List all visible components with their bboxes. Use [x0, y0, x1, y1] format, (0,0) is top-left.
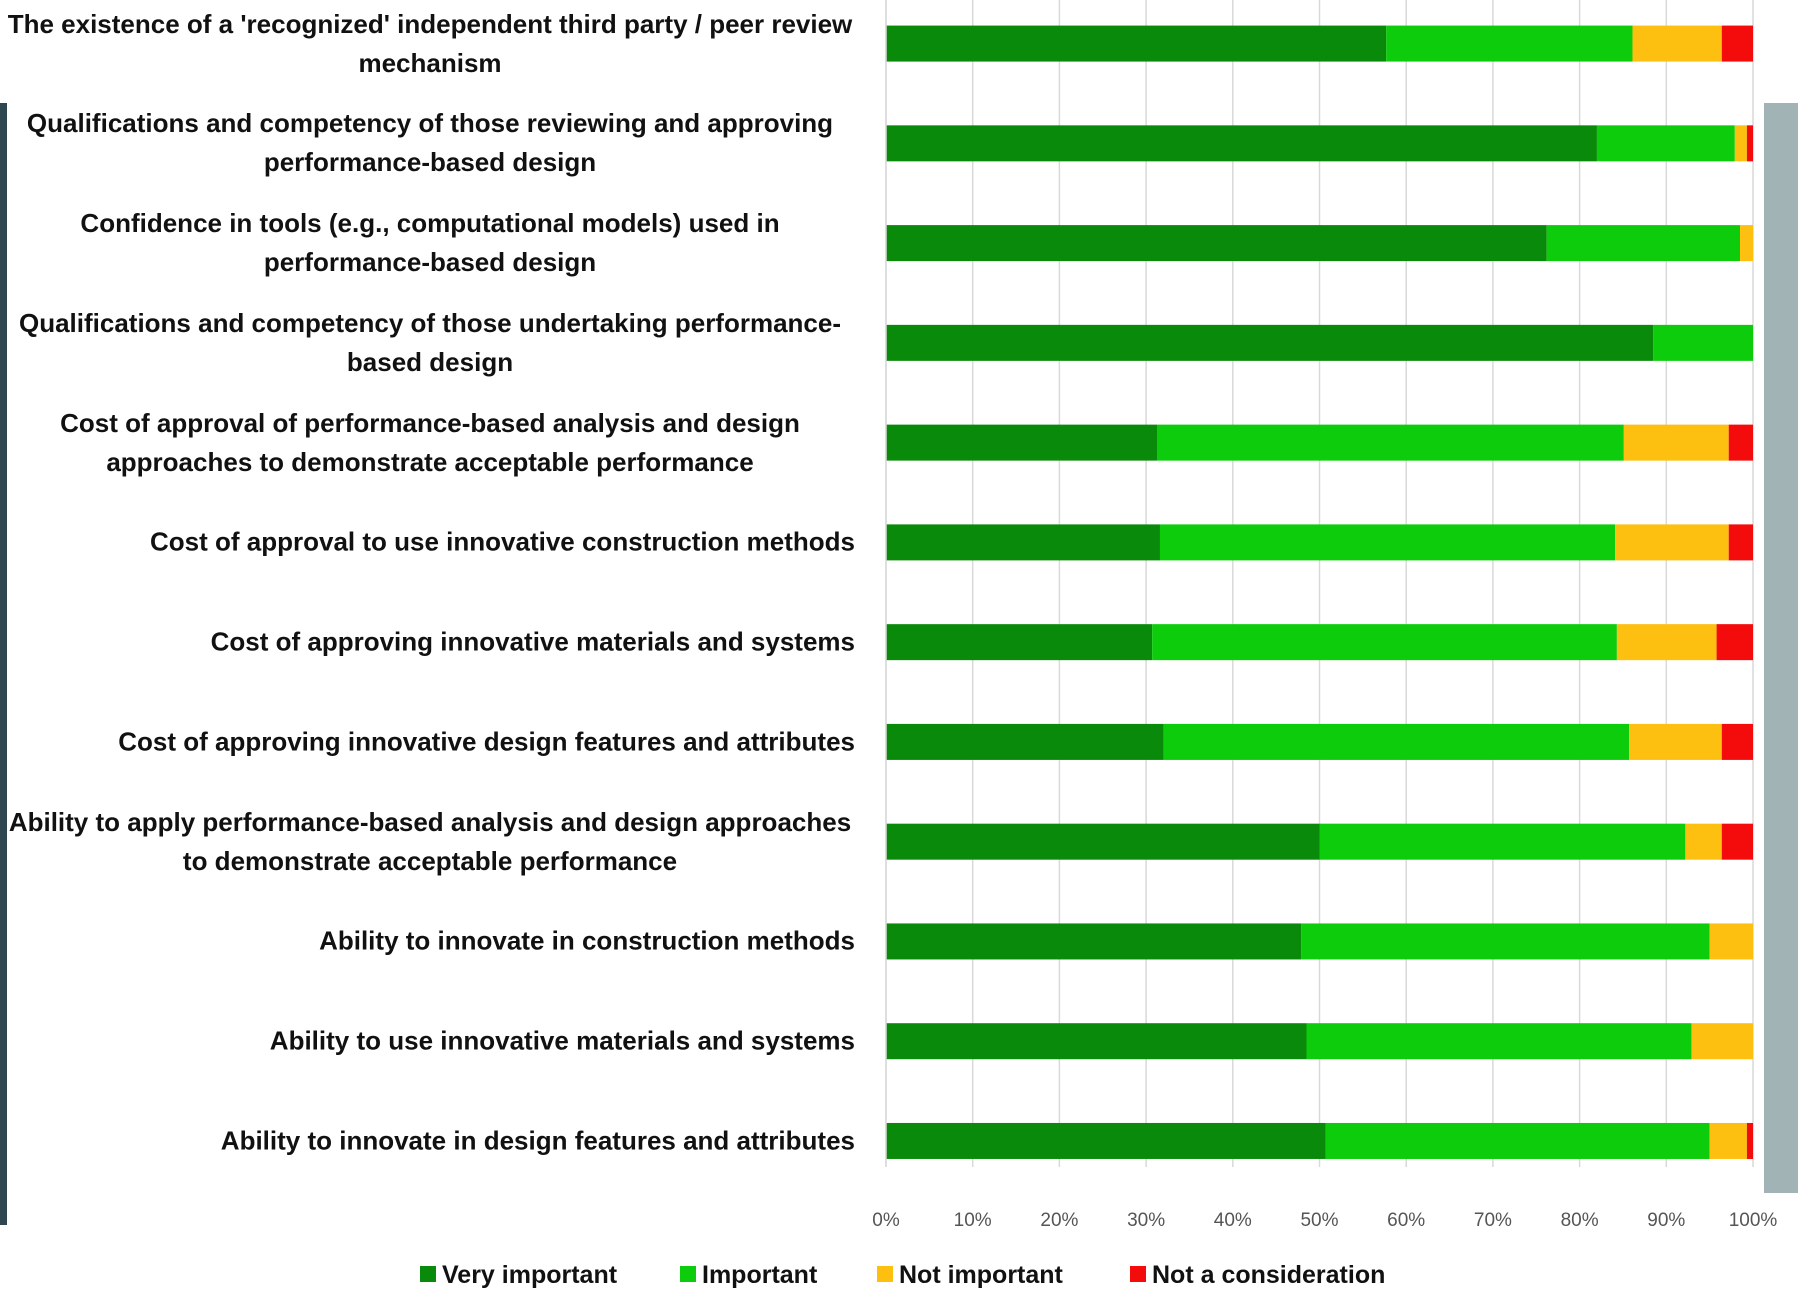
bar-segment — [1709, 1122, 1747, 1159]
x-tick-label: 70% — [1474, 1210, 1512, 1231]
right-accent — [1764, 103, 1798, 1193]
x-tick-label: 60% — [1387, 1210, 1425, 1231]
bar-segment — [886, 823, 1320, 860]
bar-segment — [1721, 823, 1753, 860]
bar-segment — [886, 324, 1654, 361]
bar-segment — [1728, 524, 1753, 561]
bar-segment — [1709, 923, 1753, 960]
bar-segment — [1157, 424, 1624, 461]
bar-segment — [886, 723, 1164, 760]
legend-swatch — [877, 1266, 893, 1282]
x-tick-label: 30% — [1127, 1210, 1165, 1231]
bar-segment — [1632, 25, 1722, 62]
bar-segment — [886, 624, 1153, 661]
bar-segment — [886, 1023, 1307, 1060]
category-label: Ability to innovate in construction meth… — [319, 925, 855, 956]
bar-segment — [1716, 624, 1753, 661]
category-label: Qualifications and competency of those r… — [26, 108, 834, 178]
x-tick-label: 90% — [1647, 1210, 1685, 1231]
x-tick-label: 0% — [872, 1210, 900, 1231]
bar-segment — [886, 424, 1158, 461]
bar-segment — [886, 125, 1597, 162]
bar-segment — [1301, 923, 1710, 960]
category-label: Ability to apply performance-based analy… — [8, 806, 852, 876]
bar-segment — [1653, 324, 1753, 361]
bar-segment — [1721, 723, 1753, 760]
bar-segment — [886, 524, 1160, 561]
category-label: Qualifications and competency of those u… — [18, 307, 842, 377]
x-tick-label: 80% — [1561, 1210, 1599, 1231]
bar-segment — [1616, 624, 1717, 661]
bar-segment — [1728, 424, 1753, 461]
x-tick-label: 100% — [1729, 1210, 1778, 1231]
legend-swatch — [680, 1266, 696, 1282]
bar-segment — [1691, 1023, 1753, 1060]
bar-segment — [886, 1122, 1326, 1159]
x-tick-label: 50% — [1300, 1210, 1338, 1231]
bar-segment — [1596, 125, 1735, 162]
legend-label: Important — [702, 1261, 818, 1289]
x-tick-label: 40% — [1214, 1210, 1252, 1231]
legend-swatch — [420, 1266, 436, 1282]
bar-segment — [886, 225, 1547, 262]
bar-segment — [1152, 624, 1617, 661]
x-tick-label: 20% — [1040, 1210, 1078, 1231]
category-label: Cost of approving innovative materials a… — [210, 626, 855, 657]
legend-label: Very important — [442, 1261, 618, 1289]
category-label: The existence of a 'recognized' independ… — [7, 8, 853, 78]
category-label: Ability to use innovative materials and … — [269, 1025, 855, 1056]
bar-segment — [1739, 225, 1753, 262]
bar-segment — [886, 923, 1302, 960]
bar-segment — [1629, 723, 1722, 760]
bar-segment — [1325, 1122, 1710, 1159]
bar-segment — [886, 25, 1387, 62]
bar-segment — [1319, 823, 1686, 860]
bar-segment — [1386, 25, 1633, 62]
bar-segment — [1623, 424, 1729, 461]
category-label: Confidence in tools (e.g., computational… — [80, 208, 780, 278]
category-label: Ability to innovate in design features a… — [220, 1125, 855, 1156]
bar-segment — [1746, 1122, 1753, 1159]
bar-segment — [1685, 823, 1722, 860]
category-label: Cost of approval to use innovative const… — [150, 526, 855, 557]
left-accent — [0, 103, 7, 1225]
category-label: Cost of approval of performance-based an… — [60, 407, 800, 477]
bar-segment — [1734, 125, 1747, 162]
bar-segment — [1546, 225, 1740, 262]
bar-segment — [1615, 524, 1729, 561]
bar-segment — [1163, 723, 1630, 760]
legend-label: Not important — [899, 1261, 1064, 1289]
category-label: Cost of approving innovative design feat… — [118, 726, 855, 757]
legend-swatch — [1130, 1266, 1146, 1282]
x-tick-label: 10% — [954, 1210, 992, 1231]
legend-label: Not a consideration — [1152, 1261, 1385, 1289]
bar-segment — [1721, 25, 1753, 62]
bar-segment — [1159, 524, 1616, 561]
bar-segment — [1306, 1023, 1692, 1060]
bar-segment — [1746, 125, 1753, 162]
